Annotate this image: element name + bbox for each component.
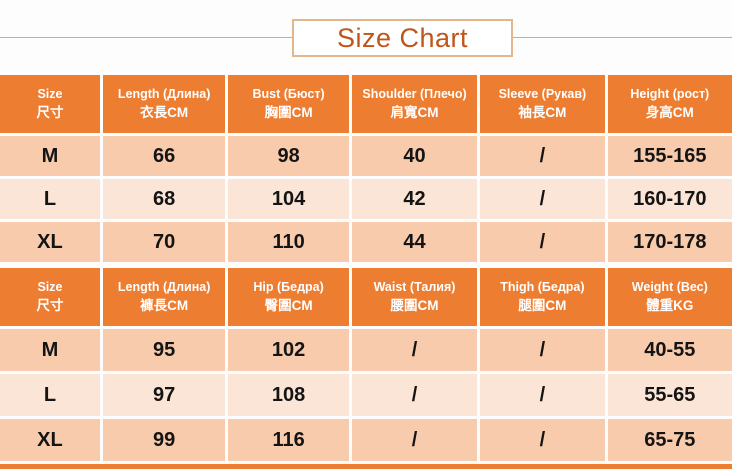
cell-weight: 40-55	[607, 329, 732, 371]
cell-size: M	[0, 329, 100, 371]
header-line-en: Waist (Талия)	[373, 280, 456, 295]
header-line-en: Hip (Бедра)	[253, 280, 324, 295]
cell-size: L	[0, 374, 100, 416]
cell-waist: /	[351, 419, 478, 461]
cell-shoulder: 42	[351, 179, 478, 219]
cell-thigh: /	[480, 329, 605, 371]
header-cell-weight: Weight (Вес) 體重KG	[607, 268, 732, 326]
cell-waist: /	[351, 374, 478, 416]
cell-bust: 104	[228, 179, 349, 219]
header-cell-sleeve: Sleeve (Рукав) 袖長CM	[480, 75, 605, 133]
header-line-cn: 袖長CM	[518, 105, 567, 121]
cell-sleeve: /	[480, 179, 605, 219]
cell-bust: 110	[228, 222, 349, 262]
header-line-cn: 身高CM	[645, 105, 694, 121]
header-line-en: Bust (Бюст)	[252, 87, 325, 102]
header-line-en: Size	[37, 280, 63, 295]
cell-length: 68	[102, 179, 226, 219]
header-line-en: Thigh (Бедра)	[500, 280, 585, 295]
header-line-cn: 尺寸	[36, 298, 64, 314]
cell-size: L	[0, 179, 100, 219]
cell-hip: 102	[228, 329, 349, 371]
cell-height: 160-170	[607, 179, 732, 219]
header-line-cn: 腰圍CM	[390, 298, 439, 314]
page-title: Size Chart	[292, 19, 513, 57]
header-line-en: Length (Длина)	[117, 280, 211, 295]
upper-size-table: Size 尺寸 Length (Длина) 衣長CM Bust (Бюст) …	[0, 75, 732, 262]
cell-height: 155-165	[607, 136, 732, 176]
cell-length: 70	[102, 222, 226, 262]
header-line-cn: 肩寬CM	[390, 105, 439, 121]
cell-sleeve: /	[480, 136, 605, 176]
header-line-en: Length (Длина)	[117, 87, 211, 102]
header-cell-bust: Bust (Бюст) 胸圍CM	[228, 75, 349, 133]
cell-shoulder: 44	[351, 222, 478, 262]
header-cell-size: Size 尺寸	[0, 268, 100, 326]
header-cell-waist: Waist (Талия) 腰圍CM	[351, 268, 478, 326]
header-cell-height: Height (рост) 身高CM	[607, 75, 732, 133]
header-line-en: Height (рост)	[630, 87, 710, 102]
cell-size: XL	[0, 419, 100, 461]
header-line-cn: 胸圍CM	[264, 105, 313, 121]
header-cell-size: Size 尺寸	[0, 75, 100, 133]
header-line-cn: 體重KG	[646, 298, 694, 314]
header-line-en: Weight (Вес)	[631, 280, 708, 295]
header-cell-shoulder: Shoulder (Плечо) 肩寬CM	[351, 75, 478, 133]
cell-bust: 98	[228, 136, 349, 176]
header-cell-thigh: Thigh (Бедра) 腿圍CM	[480, 268, 605, 326]
header-cell-length: Length (Длина) 衣長CM	[102, 75, 226, 133]
cell-shoulder: 40	[351, 136, 478, 176]
cell-size: M	[0, 136, 100, 176]
cell-length: 66	[102, 136, 226, 176]
cell-length: 95	[102, 329, 226, 371]
cell-weight: 55-65	[607, 374, 732, 416]
header-line-cn: 尺寸	[36, 105, 64, 121]
header-line-en: Shoulder (Плечо)	[362, 87, 467, 102]
cell-weight: 65-75	[607, 419, 732, 461]
cell-length: 99	[102, 419, 226, 461]
cell-waist: /	[351, 329, 478, 371]
cell-length: 97	[102, 374, 226, 416]
cell-hip: 108	[228, 374, 349, 416]
header-line-en: Size	[37, 87, 63, 102]
cell-height: 170-178	[607, 222, 732, 262]
cell-thigh: /	[480, 374, 605, 416]
header-line-en: Sleeve (Рукав)	[498, 87, 587, 102]
header-line-cn: 腿圍CM	[518, 298, 567, 314]
header-cell-hip: Hip (Бедра) 臀圍CM	[228, 268, 349, 326]
header-line-cn: 衣長CM	[140, 105, 189, 121]
header-line-cn: 褲長CM	[140, 298, 189, 314]
table-bottom-border	[0, 464, 732, 469]
header-cell-length: Length (Длина) 褲長CM	[102, 268, 226, 326]
cell-size: XL	[0, 222, 100, 262]
cell-sleeve: /	[480, 222, 605, 262]
cell-hip: 116	[228, 419, 349, 461]
header-line-cn: 臀圍CM	[264, 298, 313, 314]
cell-thigh: /	[480, 419, 605, 461]
lower-size-table: Size 尺寸 Length (Длина) 褲長CM Hip (Бедра) …	[0, 268, 732, 461]
